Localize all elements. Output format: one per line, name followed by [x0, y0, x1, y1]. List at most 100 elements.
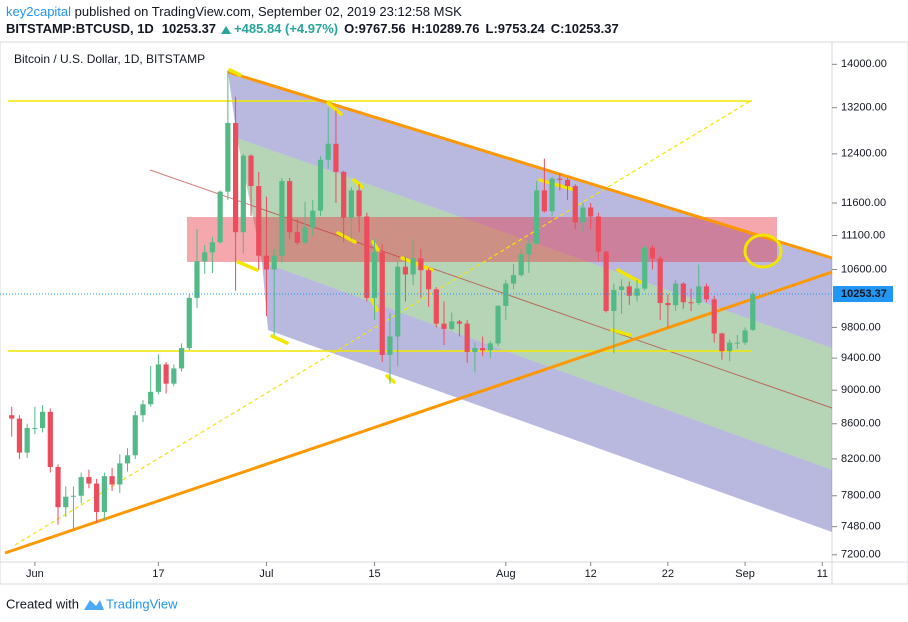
x-tick-label: 15 [368, 568, 380, 580]
y-tick-label: 9800.00 [841, 321, 881, 333]
candle-body [39, 411, 46, 429]
author[interactable]: key2capital [6, 4, 71, 19]
candle-body [325, 143, 331, 160]
brand-link[interactable]: TradingView [106, 596, 178, 611]
candle-body [163, 364, 169, 384]
candle-body [379, 252, 385, 355]
candle-body [310, 210, 316, 228]
candle-body [279, 181, 285, 256]
candle-body [564, 179, 571, 187]
candle-body [263, 255, 270, 270]
x-tick-label: Jul [259, 568, 273, 580]
channel-midline [149, 169, 833, 409]
candle-body [32, 428, 38, 430]
candle-body [518, 254, 524, 276]
candle-body [124, 455, 131, 464]
candle-body [557, 178, 563, 180]
header-line: key2capital published on TradingView.com… [6, 4, 462, 19]
candle-body [526, 243, 532, 255]
candle-body [618, 286, 625, 290]
change: +485.84 (+4.97%) [234, 21, 338, 36]
candle-body [487, 343, 493, 351]
candle-body [510, 275, 517, 284]
candle-body [464, 323, 470, 352]
y-tick-label: 9400.00 [841, 352, 881, 364]
candle-body [696, 286, 702, 303]
y-tick-label: 11100.00 [841, 229, 885, 241]
candle-body [16, 418, 23, 453]
y-tick-label: 8600.00 [841, 418, 881, 430]
candle-body [94, 483, 100, 513]
candle-body [248, 155, 254, 187]
x-tick-label: Jun [26, 568, 44, 580]
candle-body [727, 342, 733, 352]
candle-body [232, 122, 239, 233]
candle-body [480, 348, 486, 351]
footer-text: Created with [6, 596, 79, 611]
low: L:9753.24 [486, 21, 546, 36]
y-tick-label: 12400.00 [841, 148, 887, 160]
x-tick-label: 11 [817, 568, 828, 580]
candle-body [287, 181, 293, 233]
y-tick-label: 13200.00 [841, 102, 887, 114]
last-price-label: 10253.37 [841, 288, 887, 300]
drawings [4, 68, 833, 555]
candle-body [70, 495, 77, 497]
candle-body [595, 216, 602, 252]
candle-body [356, 190, 362, 217]
candle-body [47, 411, 53, 468]
wave-marks [228, 68, 642, 384]
lower-channel [262, 262, 832, 532]
candle-body [649, 247, 656, 259]
candle-body [202, 252, 208, 262]
candle-body [580, 207, 586, 223]
candle-body [719, 333, 725, 352]
candle-body [456, 321, 463, 324]
candle-body [387, 336, 393, 355]
candle-body [441, 323, 447, 329]
candle-body [611, 289, 617, 312]
candle-body [55, 467, 61, 508]
candle-body [418, 258, 424, 271]
candle-body [256, 186, 262, 256]
highlight-circle [743, 233, 783, 269]
x-tick-label: Sep [735, 568, 755, 580]
candle-body [642, 247, 648, 289]
chart-frame [0, 41, 908, 585]
candle-body [148, 391, 154, 405]
candle-body [341, 171, 347, 218]
candle-body [209, 242, 216, 253]
y-tick-label: 7480.00 [841, 521, 881, 533]
candle-body [364, 216, 370, 298]
candle-body [734, 342, 740, 344]
candle-body [86, 477, 92, 484]
candle-body [294, 232, 300, 243]
candle-body [132, 415, 138, 456]
candle-body [572, 186, 578, 223]
close: C:10253.37 [551, 21, 619, 36]
candle-body [186, 297, 192, 349]
candle-body [155, 364, 161, 392]
candle-body [171, 368, 177, 384]
candle-body [541, 190, 547, 212]
candle-body [503, 283, 509, 306]
candle-body [117, 463, 123, 485]
candle-body [63, 496, 69, 508]
candle-body [549, 178, 555, 212]
y-tick-label: 11600.00 [841, 197, 886, 209]
candle-body [140, 404, 146, 416]
candle-body [703, 286, 710, 300]
last-price-box [833, 286, 893, 303]
y-tick-label: 10600.00 [841, 263, 887, 275]
resistance-zone [187, 217, 777, 262]
candle-body [371, 252, 378, 298]
candle-body [101, 476, 107, 513]
last: 10253.37 [162, 21, 216, 36]
candle-body [449, 321, 455, 329]
candle-body [433, 289, 439, 324]
candle-body [395, 266, 401, 337]
candle-body [742, 330, 748, 343]
x-tick-label: 22 [662, 568, 674, 580]
